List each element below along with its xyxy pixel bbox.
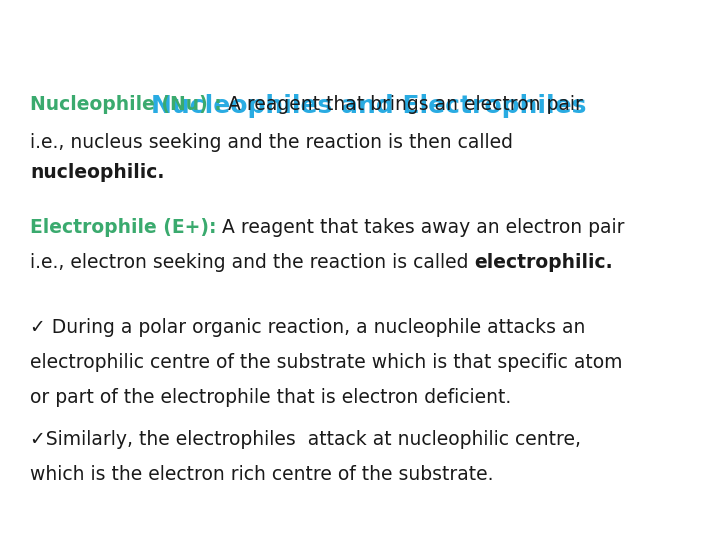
Text: ✓ During a polar organic reaction, a nucleophile attacks an: ✓ During a polar organic reaction, a nuc… — [30, 318, 585, 337]
Text: Nucleophile (Nu) :: Nucleophile (Nu) : — [30, 95, 222, 114]
Text: electrophilic centre of the substrate which is that specific atom: electrophilic centre of the substrate wh… — [30, 353, 623, 372]
Text: i.e., nucleus seeking and the reaction is then called: i.e., nucleus seeking and the reaction i… — [30, 133, 513, 152]
Text: Electrophile (E+):: Electrophile (E+): — [30, 218, 217, 237]
Text: Nucleophiles and Electrophiles: Nucleophiles and Electrophiles — [151, 94, 587, 118]
Text: electrophilic.: electrophilic. — [474, 253, 613, 272]
Text: i.e., electron seeking and the reaction is called: i.e., electron seeking and the reaction … — [30, 253, 474, 272]
Text: A reagent that takes away an electron pair: A reagent that takes away an electron pa… — [217, 218, 625, 237]
Text: nucleophilic.: nucleophilic. — [30, 163, 164, 182]
Text: ✓Similarly, the electrophiles  attack at nucleophilic centre,: ✓Similarly, the electrophiles attack at … — [30, 430, 581, 449]
Text: A reagent that brings an electron pair: A reagent that brings an electron pair — [222, 95, 582, 114]
Text: or part of the electrophile that is electron deficient.: or part of the electrophile that is elec… — [30, 388, 511, 407]
Text: which is the electron rich centre of the substrate.: which is the electron rich centre of the… — [30, 465, 493, 484]
